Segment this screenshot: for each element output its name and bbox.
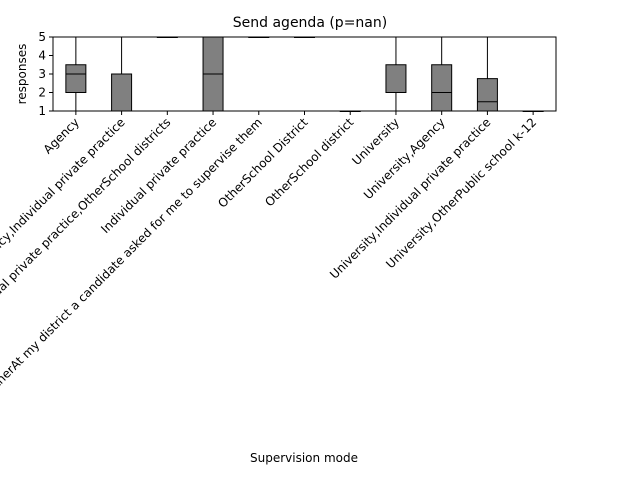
y-tick-label: 1 (38, 104, 46, 118)
y-tick-label: 2 (38, 86, 46, 100)
x-tick-label: Agency (41, 115, 82, 156)
x-tick-label: OtherSchool District (215, 115, 311, 211)
y-tick-label: 4 (38, 49, 46, 63)
chart-title: Send agenda (p=nan) (233, 15, 387, 31)
x-tick-label: OtherSchool district (262, 115, 356, 209)
x-axis-label: Supervision mode (250, 451, 358, 465)
y-axis-label: responses (15, 44, 29, 105)
x-tick-label: University,Individual private practice (327, 115, 493, 281)
y-tick-label: 5 (38, 30, 46, 44)
box (111, 73, 133, 112)
box (385, 64, 407, 93)
y-tick-label: 3 (38, 67, 46, 81)
x-tick-label: University,Agency (361, 115, 448, 202)
box (65, 64, 87, 93)
box (431, 64, 453, 112)
box (476, 78, 498, 112)
